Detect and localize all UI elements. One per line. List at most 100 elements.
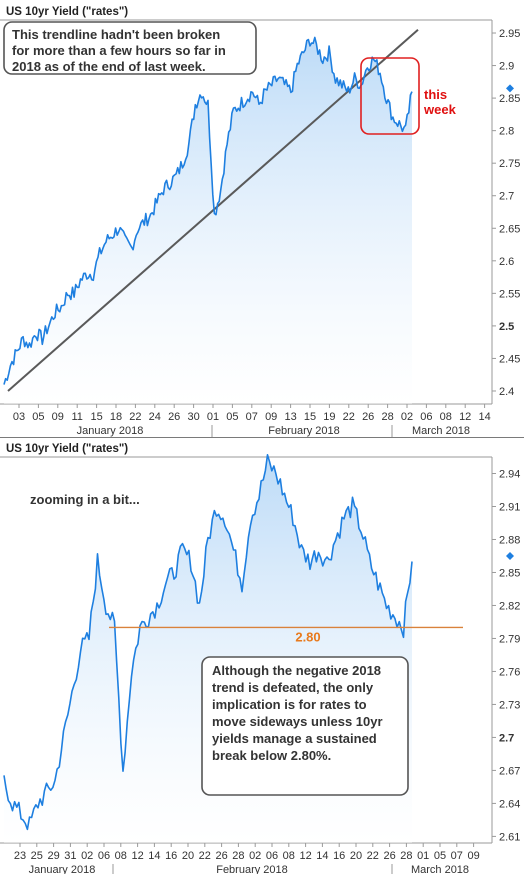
series-line — [3, 454, 413, 831]
bottom-current-value-marker — [506, 551, 514, 560]
x-tick-label: 16 — [165, 850, 177, 862]
x-tick-label: 16 — [333, 850, 345, 862]
x-tick-label: 14 — [316, 850, 328, 862]
y-tick-label: 2.76 — [499, 666, 520, 678]
x-month-label: January 2018 — [29, 864, 96, 874]
y-tick-label: 2.7 — [499, 191, 514, 203]
y-tick-label: 2.9 — [499, 61, 514, 73]
x-tick-label: 01 — [417, 850, 429, 862]
top-panel: US 10yr Yield ("rates") 2.95 2.9 2.85 2.8 2.… — [0, 0, 524, 437]
y-tick-label: 2.5 — [499, 321, 514, 333]
x-tick-label: 02 — [249, 850, 261, 862]
x-tick-label: 12 — [299, 850, 311, 862]
y-tick-label: 2.7 — [499, 732, 514, 744]
x-tick-label: 22 — [199, 850, 211, 862]
x-tick-label: 09 — [265, 411, 277, 423]
x-tick-label: 14 — [478, 411, 490, 423]
y-tick-label: 2.67 — [499, 765, 520, 777]
y-tick-label: 2.65 — [499, 223, 520, 235]
x-tick-label: 09 — [467, 850, 479, 862]
bottom-chart-title: US 10yr Yield ("rates") — [6, 443, 128, 455]
y-tick-label: 2.94 — [499, 468, 520, 480]
y-tick-label: 2.4 — [499, 386, 514, 398]
this-week-label: this week — [423, 87, 457, 117]
x-tick-label: 15 — [304, 411, 316, 423]
x-tick-label: 26 — [383, 850, 395, 862]
x-tick-label: 07 — [451, 850, 463, 862]
x-tick-label: 07 — [246, 411, 258, 423]
y-tick-label: 2.8 — [499, 126, 514, 138]
x-tick-label: 28 — [232, 850, 244, 862]
x-tick-label: 06 — [266, 850, 278, 862]
x-tick-label: 15 — [90, 411, 102, 423]
x-month-label: February 2018 — [268, 425, 340, 437]
y-tick-label: 2.85 — [499, 93, 520, 105]
y-tick-label: 2.95 — [499, 28, 520, 40]
x-tick-label: 26 — [362, 411, 374, 423]
x-tick-label: 02 — [401, 411, 413, 423]
x-tick-label: 03 — [13, 411, 25, 423]
y-tick-label: 2.64 — [499, 798, 520, 810]
y-tick-label: 2.6 — [499, 256, 514, 268]
x-tick-label: 22 — [129, 411, 141, 423]
x-tick-label: 06 — [98, 850, 110, 862]
x-tick-label: 20 — [182, 850, 194, 862]
x-tick-label: 09 — [52, 411, 64, 423]
x-tick-label: 11 — [71, 411, 82, 423]
x-tick-label: 12 — [459, 411, 471, 423]
x-month-label: March 2018 — [411, 864, 469, 874]
x-tick-label: 05 — [32, 411, 44, 423]
y-tick-label: 2.55 — [499, 288, 520, 300]
x-tick-label: 08 — [283, 850, 295, 862]
reference-line-label: 2.80 — [295, 629, 320, 644]
x-tick-label: 31 — [64, 850, 76, 862]
x-tick-label: 29 — [47, 850, 59, 862]
zoom-note: zooming in a bit... — [30, 492, 140, 507]
y-tick-label: 2.79 — [499, 633, 520, 645]
x-tick-label: 26 — [168, 411, 180, 423]
x-tick-label: 28 — [400, 850, 412, 862]
x-tick-label: 14 — [148, 850, 160, 862]
y-tick-label: 2.75 — [499, 158, 520, 170]
x-tick-label: 25 — [31, 850, 43, 862]
y-tick-label: 2.91 — [499, 501, 520, 513]
x-tick-label: 19 — [323, 411, 335, 423]
bottom-panel: US 10yr Yield ("rates") 2.80 2.94 2.91 2.8… — [0, 443, 520, 876]
x-month-label: March 2018 — [412, 425, 470, 437]
x-tick-label: 12 — [131, 850, 143, 862]
x-month-label: February 2018 — [216, 864, 288, 874]
this-week-highlight-box — [360, 57, 420, 135]
x-tick-label: 05 — [226, 411, 238, 423]
x-tick-label: 24 — [149, 411, 161, 423]
y-tick-label: 2.88 — [499, 534, 520, 546]
x-tick-label: 05 — [434, 850, 446, 862]
top-note-box — [3, 21, 257, 75]
series-area-fill — [4, 37, 412, 405]
top-chart-title: US 10yr Yield ("rates") — [6, 6, 128, 18]
x-tick-label: 18 — [110, 411, 122, 423]
y-tick-label: 2.45 — [499, 353, 520, 365]
bottom-implication-note: Although the negative 2018 trend is defea… — [212, 663, 383, 763]
y-tick-label: 2.73 — [499, 699, 520, 711]
x-tick-label: 22 — [367, 850, 379, 862]
y-tick-label: 2.85 — [499, 567, 520, 579]
series-line — [3, 36, 413, 385]
top-trendline-note: This trendline hadn't been broken for mor… — [12, 27, 226, 74]
bottom-note-box — [201, 656, 409, 796]
x-tick-label: 28 — [381, 411, 393, 423]
top-current-value-marker — [506, 84, 514, 93]
y-tick-label: 2.61 — [499, 831, 520, 843]
x-tick-label: 13 — [284, 411, 296, 423]
x-month-label: January 2018 — [77, 425, 144, 437]
x-tick-label: 22 — [343, 411, 355, 423]
x-tick-label: 20 — [350, 850, 362, 862]
x-tick-label: 06 — [420, 411, 432, 423]
x-tick-label: 26 — [215, 850, 227, 862]
x-tick-label: 08 — [440, 411, 452, 423]
x-tick-label: 23 — [14, 850, 26, 862]
x-tick-label: 30 — [187, 411, 199, 423]
x-tick-label: 02 — [81, 850, 93, 862]
x-tick-label: 01 — [207, 411, 219, 423]
